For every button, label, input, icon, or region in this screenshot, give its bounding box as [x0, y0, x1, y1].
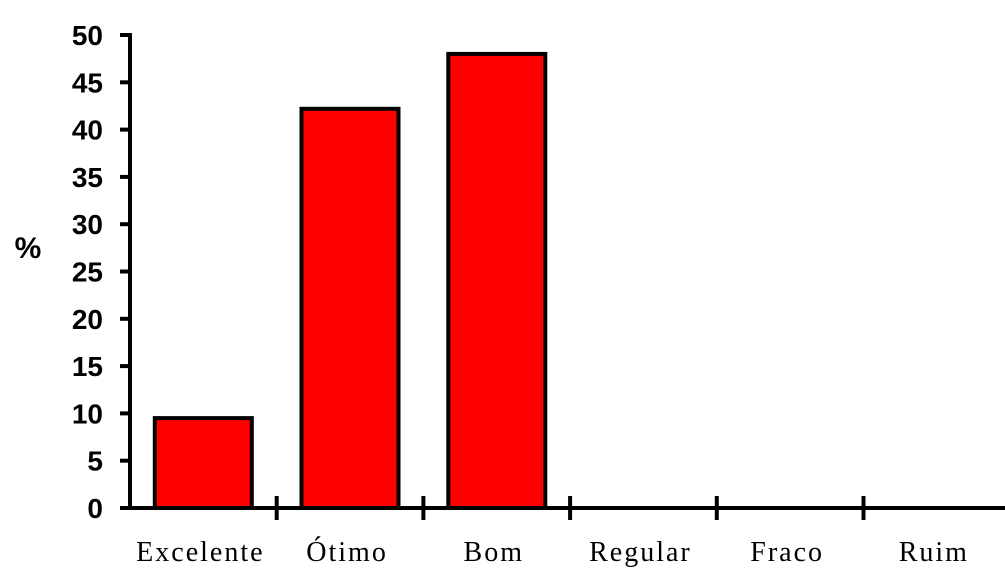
- y-tick-label-1: 5: [87, 446, 103, 477]
- x-tick-label-0: Excelente: [136, 537, 264, 567]
- y-axis-label: %: [15, 232, 42, 265]
- x-tick-label-1: Ótimo: [306, 537, 388, 567]
- x-tick-label-3: Regular: [589, 537, 692, 567]
- x-tick-label-2: Bom: [464, 537, 524, 567]
- x-tick-label-5: Ruim: [899, 537, 969, 567]
- y-tick-label-0: 0: [87, 493, 103, 524]
- x-tick-label-4: Fraco: [750, 537, 824, 567]
- labels: 0 5 10 15 20 25 30 35 40 45 50 Excelente Ótimo Bom Reg…: [72, 20, 969, 568]
- y-tick-label-8: 40: [72, 115, 103, 146]
- bar-2: [446, 51, 548, 511]
- bar-0: [152, 416, 254, 511]
- bars: [152, 51, 548, 511]
- y-tick-label-2: 10: [72, 398, 103, 429]
- y-tick-label-3: 15: [72, 351, 103, 382]
- y-tick-label-7: 35: [72, 162, 103, 193]
- y-tick-label-9: 45: [72, 67, 103, 98]
- y-tick-label-10: 50: [72, 20, 103, 51]
- bar-1: [299, 106, 401, 511]
- y-tick-label-6: 30: [72, 209, 103, 240]
- axes: [120, 33, 1005, 520]
- y-tick-label-5: 25: [72, 257, 103, 288]
- y-tick-label-4: 20: [72, 304, 103, 335]
